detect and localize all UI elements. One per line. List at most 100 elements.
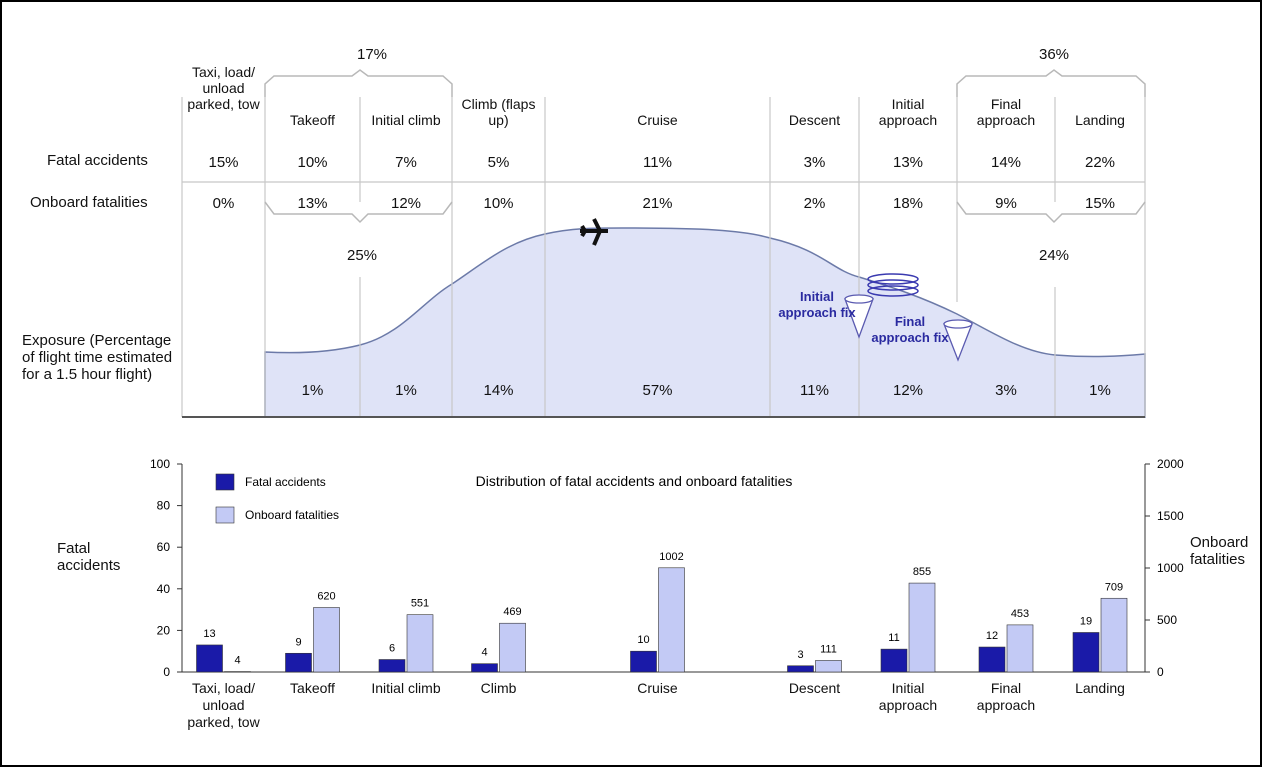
bar xyxy=(406,614,434,673)
value-label: 13 xyxy=(203,628,215,640)
value-label: 855 xyxy=(913,566,931,578)
grid xyxy=(181,97,1146,417)
annotation: Final approach fix xyxy=(871,314,949,345)
bar xyxy=(787,665,814,673)
group-label: 25% xyxy=(346,247,378,264)
value-label: 9 xyxy=(295,636,301,648)
y-tick-label: 20 xyxy=(157,623,171,637)
row-label: Onboard fatalities xyxy=(30,194,148,211)
onboard-fatalities-share: 0% xyxy=(212,195,235,212)
x-tick-label: Landing xyxy=(1075,680,1125,696)
phase-header: Climb (flaps up) xyxy=(461,96,536,128)
fatal-accidents-share: 14% xyxy=(990,154,1022,171)
phase-header: Initial climb xyxy=(371,112,441,128)
x-tick-label: Taxi, load/ unload parked, tow xyxy=(187,680,260,730)
bar xyxy=(196,644,223,673)
y-tick-label: 80 xyxy=(157,499,171,513)
fatal-accidents-share: 5% xyxy=(487,154,510,171)
x-tick-label: Climb xyxy=(480,680,517,696)
bar xyxy=(1006,624,1034,673)
y2-tick-label: 2000 xyxy=(1157,457,1184,471)
value-label: 4 xyxy=(234,655,240,667)
fatal-accidents-share: 11% xyxy=(643,154,672,171)
exposure-area xyxy=(264,227,1146,418)
onboard-fatalities-share: 2% xyxy=(803,195,826,212)
exposure-share: 11% xyxy=(800,382,829,399)
value-label: 6 xyxy=(389,643,395,655)
value-label: 12 xyxy=(986,630,998,642)
y2-axis-label: Onboard fatalities xyxy=(1190,534,1249,568)
onboard-fatalities-share: 15% xyxy=(1084,195,1116,212)
y-tick-label: 0 xyxy=(163,665,170,679)
exposure-share: 12% xyxy=(892,382,924,399)
onboard-fatalities-share: 21% xyxy=(642,195,673,212)
group-label: 24% xyxy=(1038,247,1070,264)
onboard-fatalities-share: 10% xyxy=(483,195,514,212)
group-label: 17% xyxy=(356,46,388,63)
exposure-share: 14% xyxy=(483,382,514,399)
approach-cones xyxy=(844,294,973,362)
value-label: 111 xyxy=(820,643,837,655)
y-axis-label: Fatal accidents xyxy=(57,540,121,574)
legend-label: Onboard fatalities xyxy=(245,508,339,522)
bar xyxy=(908,582,936,673)
bar xyxy=(880,648,908,673)
phase-header: Final approach xyxy=(976,96,1036,128)
airplane-icon xyxy=(580,218,608,246)
bar xyxy=(1072,632,1100,673)
group-label: 36% xyxy=(1038,46,1070,63)
value-label: 3 xyxy=(797,649,803,661)
x-tick-label: Initial approach xyxy=(878,680,938,713)
fatal-accidents-share: 3% xyxy=(803,154,826,171)
annotation: Initial approach fix xyxy=(778,289,856,320)
fatal-accidents-share: 7% xyxy=(395,154,417,171)
value-label: 620 xyxy=(317,591,335,603)
value-label: 551 xyxy=(411,598,429,610)
bar xyxy=(658,567,685,673)
exposure-label: Exposure (Percentage of flight time esti… xyxy=(22,332,173,383)
row-label: Fatal accidents xyxy=(47,152,148,169)
bar xyxy=(285,652,312,673)
y-tick-label: 40 xyxy=(157,582,171,596)
legend-label: Fatal accidents xyxy=(245,475,326,489)
y-tick-label: 60 xyxy=(157,540,171,554)
x-tick-label: Takeoff xyxy=(290,680,335,696)
value-label: 10 xyxy=(637,634,649,646)
phase-header: Descent xyxy=(788,112,841,128)
bar xyxy=(815,660,842,673)
exposure-share: 3% xyxy=(995,382,1017,399)
y-tick-label: 100 xyxy=(150,457,170,471)
value-label: 11 xyxy=(888,632,899,644)
fatal-accidents-share: 13% xyxy=(892,154,924,171)
exposure-share: 1% xyxy=(395,382,417,399)
holding-pattern xyxy=(867,273,919,297)
exposure-share: 1% xyxy=(301,382,324,399)
bar xyxy=(313,607,340,673)
bar xyxy=(630,650,657,673)
y2-tick-label: 1000 xyxy=(1157,561,1184,575)
onboard-fatalities-share: 13% xyxy=(297,195,328,212)
bar xyxy=(1100,597,1128,673)
value-label: 469 xyxy=(503,606,521,618)
value-label: 709 xyxy=(1105,581,1123,593)
value-label: 453 xyxy=(1011,608,1029,620)
exposure-share: 1% xyxy=(1089,382,1111,399)
chart-title: Distribution of fatal accidents and onbo… xyxy=(476,473,793,489)
phase-header: Takeoff xyxy=(290,112,335,128)
braces xyxy=(264,69,1146,224)
fatal-accidents-share: 15% xyxy=(208,154,239,171)
onboard-fatalities-share: 12% xyxy=(390,195,422,212)
value-label: 19 xyxy=(1080,615,1092,627)
x-tick-label: Initial climb xyxy=(371,680,441,696)
onboard-fatalities-share: 9% xyxy=(995,195,1017,212)
bar xyxy=(471,663,498,673)
x-tick-label: Descent xyxy=(788,680,841,696)
legend-swatch xyxy=(215,473,235,491)
phase-header: Landing xyxy=(1075,112,1125,128)
y2-tick-label: 1500 xyxy=(1157,509,1184,523)
x-tick-label: Cruise xyxy=(637,680,678,696)
fatal-accidents-share: 10% xyxy=(297,154,328,171)
bar xyxy=(378,659,406,673)
